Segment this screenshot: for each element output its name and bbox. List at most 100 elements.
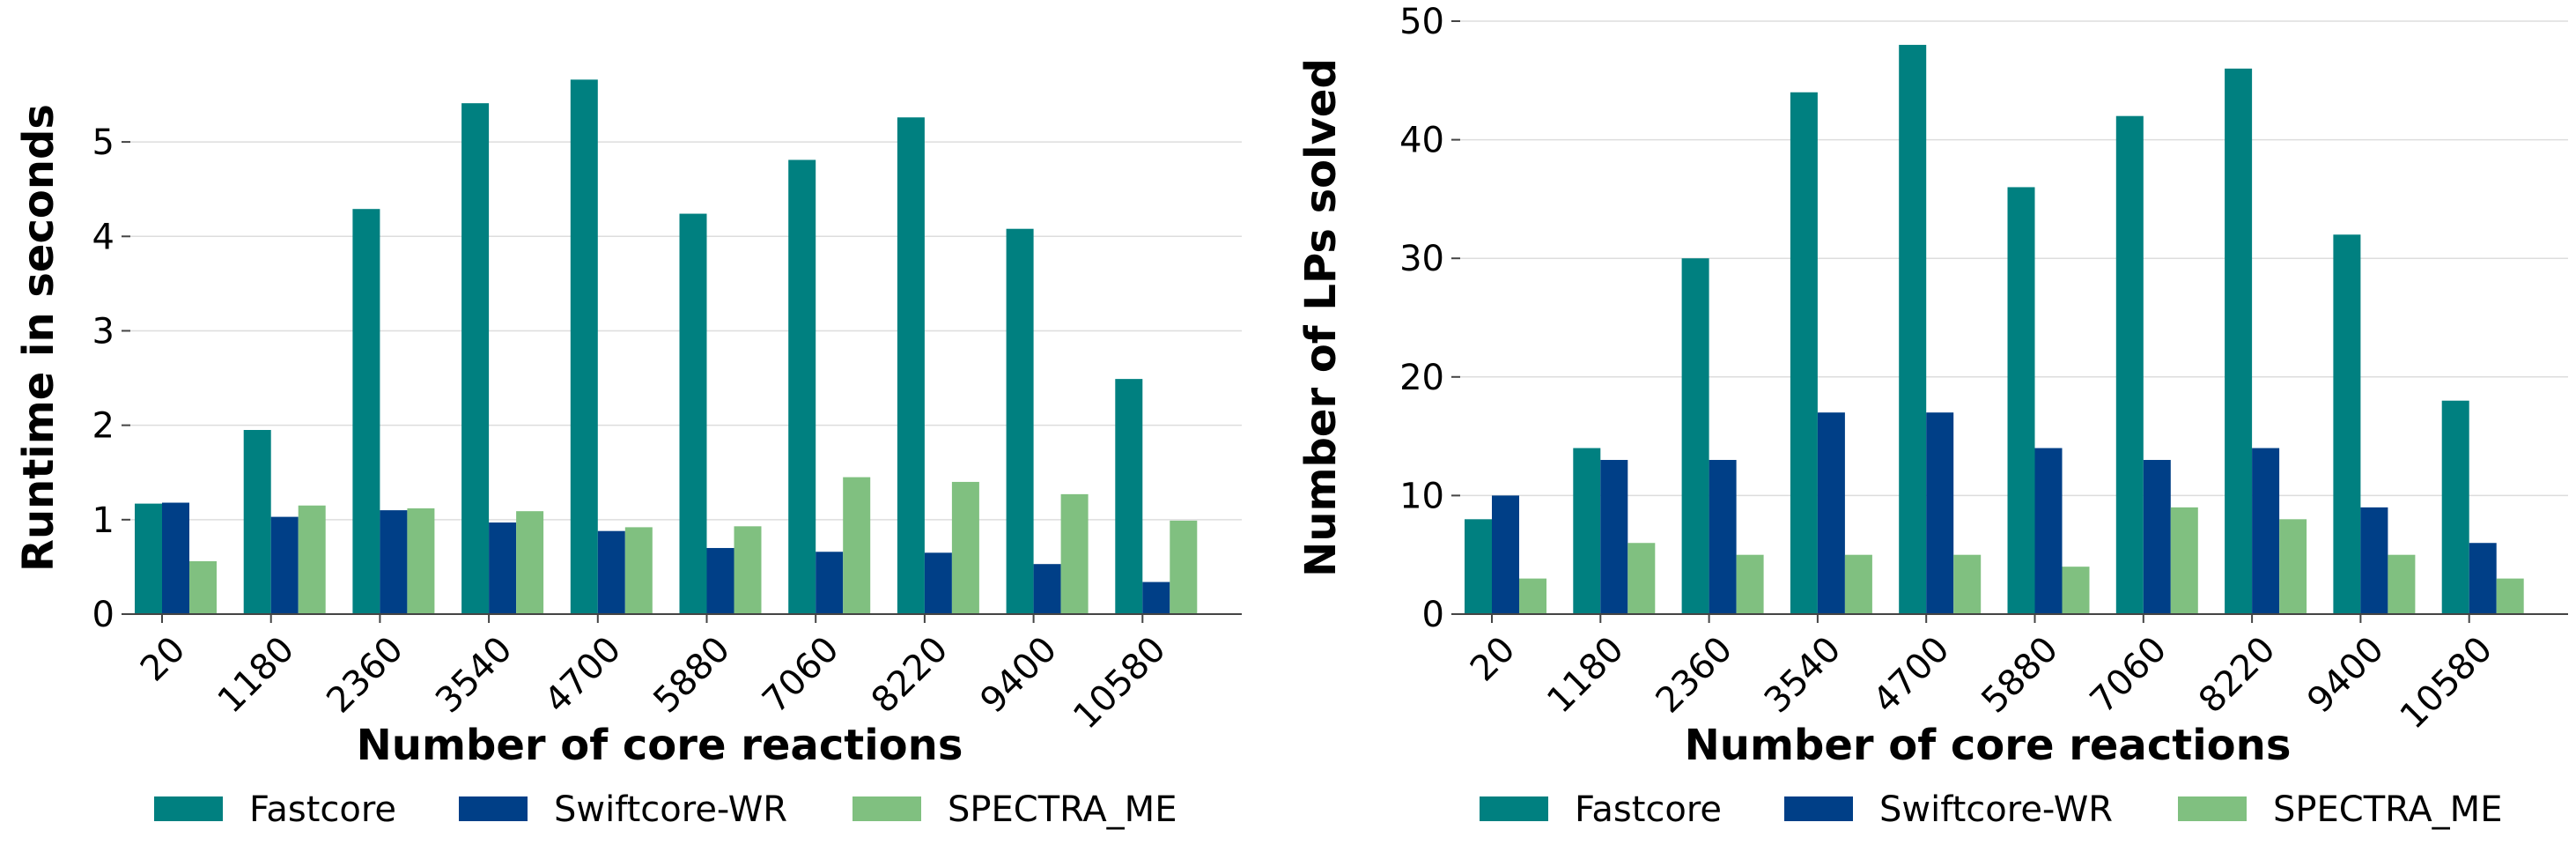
bar-spectra <box>1736 554 1764 614</box>
x-axis-title: Number of core reactions <box>1685 721 2292 770</box>
x-tick-label: 10580 <box>1066 629 1174 737</box>
y-tick-label: 2 <box>92 406 114 447</box>
x-tick-label: 8220 <box>2191 629 2284 722</box>
bar-swiftcore <box>816 552 844 614</box>
bar-swiftcore <box>1492 495 1519 614</box>
bar-fastcore <box>897 117 925 614</box>
y-tick-label: 10 <box>1399 476 1444 516</box>
bar-swiftcore <box>1817 412 1845 614</box>
x-tick-label: 7060 <box>2083 629 2175 722</box>
bar-fastcore <box>1899 44 1927 615</box>
bar-fastcore <box>2225 68 2253 615</box>
x-tick-label: 8220 <box>864 629 956 722</box>
bar-spectra <box>1844 554 1872 614</box>
bar-spectra <box>1953 554 1982 614</box>
bar-swiftcore <box>1142 582 1170 614</box>
x-tick-label: 5880 <box>646 629 738 722</box>
x-axis-title: Number of core reactions <box>357 721 963 770</box>
y-tick-label: 40 <box>1399 121 1444 161</box>
x-tick-label: 9400 <box>973 629 1066 722</box>
bar-spectra <box>1628 543 1656 614</box>
bar-spectra <box>2170 507 2198 614</box>
bar-fastcore <box>2333 234 2361 614</box>
y-tick-label: 20 <box>1399 358 1444 398</box>
bar-fastcore <box>1681 258 1709 614</box>
bar-fastcore <box>1115 379 1143 614</box>
x-tick-label: 10580 <box>2393 629 2501 737</box>
bar-fastcore <box>2441 400 2469 614</box>
legend-swatch-fastcore <box>1480 796 1548 821</box>
y-tick-label: 1 <box>92 500 114 541</box>
x-tick-label: 9400 <box>2299 629 2392 722</box>
x-tick-label: 20 <box>133 629 194 690</box>
bar-swiftcore <box>162 502 189 614</box>
legend-swatch-spectra <box>853 796 921 821</box>
bar-swiftcore <box>380 510 408 614</box>
bar-swiftcore <box>706 547 734 614</box>
x-tick-label: 3540 <box>1757 629 1849 722</box>
legend-label: Fastcore <box>1575 789 1722 830</box>
legend-swatch-spectra <box>2178 796 2247 821</box>
legend-label: Swiftcore-WR <box>554 789 787 830</box>
bar-spectra <box>951 481 979 614</box>
y-tick-label: 5 <box>92 122 114 163</box>
bar-fastcore <box>1006 228 1034 614</box>
legend-label: SPECTRA_ME <box>948 789 1177 830</box>
bar-spectra <box>516 511 544 614</box>
bar-spectra <box>734 526 762 614</box>
bar-spectra <box>298 505 326 614</box>
legend-label: Swiftcore-WR <box>1879 789 2113 830</box>
bar-fastcore <box>570 79 598 614</box>
x-tick-label: 1180 <box>210 629 303 722</box>
legend-label: SPECTRA_ME <box>2273 789 2502 830</box>
bar-fastcore <box>1465 519 1492 614</box>
bar-swiftcore <box>1600 460 1628 614</box>
bar-fastcore <box>135 503 162 614</box>
bar-spectra <box>2388 554 2416 614</box>
x-tick-label: 20 <box>1463 629 1524 690</box>
x-tick-label: 1180 <box>1539 629 1632 722</box>
bar-spectra <box>2062 567 2090 614</box>
legend-swatch-swiftcore <box>1784 796 1853 821</box>
bar-spectra <box>2496 578 2524 614</box>
bar-spectra <box>189 560 217 614</box>
bar-spectra <box>1170 520 1198 614</box>
y-tick-label: 4 <box>92 217 114 257</box>
bar-spectra <box>624 527 653 614</box>
bar-swiftcore <box>597 530 625 614</box>
legend-swatch-fastcore <box>154 796 223 821</box>
y-tick-label: 50 <box>1399 2 1444 42</box>
x-tick-label: 7060 <box>755 629 847 722</box>
runtime-chart: 0 1 2 3 4 5 20 1180 2360 3540 4700 5880 7060 8220 9400… <box>14 79 1242 830</box>
bar-swiftcore <box>2034 448 2063 614</box>
bar-fastcore <box>679 213 707 615</box>
bar-spectra <box>407 507 435 614</box>
y-axis-title: Number of LPs solved <box>1296 58 1346 577</box>
legend-swatch-swiftcore <box>459 796 528 821</box>
x-tick-label: 3540 <box>428 629 520 722</box>
bar-swiftcore <box>2252 448 2280 614</box>
x-tick-label: 2360 <box>319 629 411 722</box>
y-tick-label: 3 <box>92 311 114 352</box>
bar-swiftcore <box>2143 460 2171 614</box>
bar-swiftcore <box>1033 564 1061 614</box>
x-tick-label: 4700 <box>1865 629 1958 722</box>
bar-swiftcore <box>1709 460 1737 614</box>
bar-swiftcore <box>2469 543 2497 614</box>
bar-fastcore <box>461 103 490 614</box>
bar-spectra <box>1519 578 1546 614</box>
x-tick-label: 4700 <box>537 629 630 722</box>
bar-fastcore <box>352 209 380 614</box>
y-axis-title: Runtime in seconds <box>14 104 63 572</box>
bar-fastcore <box>788 159 816 614</box>
y-tick-label: 0 <box>1422 595 1444 635</box>
bar-swiftcore <box>489 522 517 614</box>
bar-swiftcore <box>270 516 299 614</box>
bar-swiftcore <box>2360 507 2388 614</box>
x-tick-label: 2360 <box>1649 629 1741 722</box>
bar-fastcore <box>1573 448 1601 614</box>
legend-label: Fastcore <box>249 789 396 830</box>
bar-fastcore <box>2115 115 2144 614</box>
